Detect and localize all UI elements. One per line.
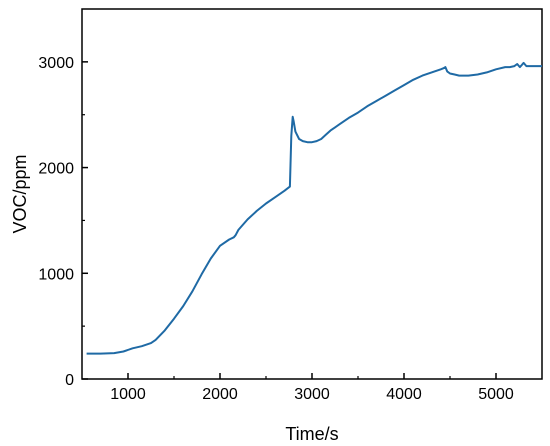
x-axis-title: Time/s <box>285 424 338 444</box>
y-tick-label: 3000 <box>38 55 74 72</box>
y-tick-label: 1000 <box>38 266 74 283</box>
axis-ticks <box>82 61 497 380</box>
y-tick-label: 0 <box>65 372 74 389</box>
y-tick-label: 2000 <box>38 161 74 178</box>
y-axis-title: VOC/ppm <box>10 154 30 233</box>
x-tick-label: 1000 <box>110 386 146 403</box>
tick-labels: 1000 2000 3000 4000 5000 0 1000 2000 3000 <box>38 55 513 403</box>
x-tick-label: 4000 <box>386 386 422 403</box>
plot-frame <box>81 8 543 380</box>
x-tick-label: 2000 <box>202 386 238 403</box>
voc-series-line <box>86 61 542 355</box>
x-tick-label: 5000 <box>478 386 514 403</box>
x-tick-label: 3000 <box>294 386 330 403</box>
